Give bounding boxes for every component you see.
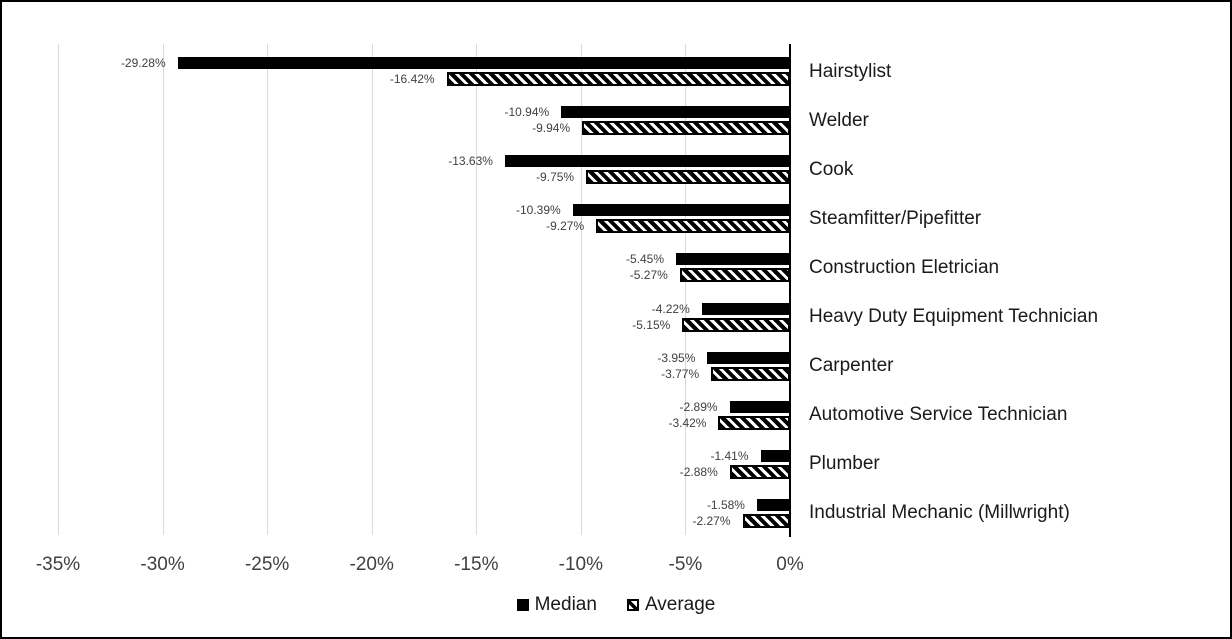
x-tick-label: -5% [668,554,703,575]
x-tick-label: -15% [454,554,499,575]
average-value-label: -5.27% [629,268,668,283]
median-bar [572,204,790,217]
median-bar [561,106,790,119]
average-bar [711,366,790,381]
category-label: Hairstylist [809,60,892,82]
average-bar [586,170,790,185]
median-bar [701,302,790,315]
category-label: Cook [809,158,854,180]
average-bar [718,415,790,430]
gridline [162,44,164,535]
x-tick-label: -35% [35,554,81,575]
median-value-label: -3.95% [657,350,696,365]
median-value-label: -10.39% [516,203,561,218]
gridline [267,44,269,535]
median-bar [760,449,790,462]
median-value-label: -1.41% [710,448,749,463]
average-value-label: -2.88% [679,464,718,479]
average-value-label: -9.75% [536,170,575,185]
gridline [685,44,687,535]
category-label: Carpenter [809,355,894,377]
category-label: Industrial Mechanic (Millwright) [809,502,1070,524]
average-bar [729,464,790,479]
average-value-label: -16.42% [389,72,435,86]
average-bar [582,121,790,136]
median-value-label: -29.28% [120,56,166,70]
zero-axis-line [789,44,791,537]
average-bar [679,268,790,283]
average-bar [596,219,790,234]
median-bar [707,351,790,364]
average-value-label: -3.42% [668,415,707,430]
x-tick-label: -25% [244,554,290,575]
legend: Median Average [2,594,1230,616]
median-bar [177,57,790,69]
median-value-label: -5.45% [626,252,665,267]
category-label: Plumber [809,453,880,475]
category-label: Welder [809,109,869,131]
category-label: Steamfitter/Pipefitter [809,207,982,229]
legend-label: Median [534,594,597,615]
legend-item-median: Median [516,594,597,616]
average-bar [682,317,790,332]
x-tick-label: -20% [349,554,394,575]
median-value-label: -4.22% [651,301,690,316]
median-value-label: -10.94% [504,105,550,120]
median-bar [756,498,790,511]
gridline [58,44,59,535]
median-bar [729,400,790,413]
average-swatch-icon [626,599,639,611]
average-bar [742,513,790,528]
median-bar [676,253,790,266]
legend-label: Average [644,594,716,615]
median-value-label: -2.89% [679,399,718,414]
x-tick-label: 0% [776,554,804,575]
median-bar [504,155,790,168]
median-swatch-icon [516,599,529,611]
x-tick-label: -30% [140,554,185,575]
gridline [371,44,373,535]
average-value-label: -2.27% [692,513,731,528]
category-label: Automotive Service Technician [809,404,1068,426]
average-value-label: -5.15% [632,317,671,332]
median-value-label: -1.58% [706,497,745,512]
category-label: Heavy Duty Equipment Technician [809,306,1099,327]
category-label: Construction Eletrician [809,256,1000,278]
gridline [476,44,478,535]
average-bar [446,72,790,86]
legend-item-average: Average [626,594,716,616]
average-value-label: -3.77% [661,366,700,381]
average-value-label: -9.94% [532,121,571,136]
gridline [580,44,582,535]
median-value-label: -13.63% [448,154,493,169]
average-value-label: -9.27% [546,219,585,234]
x-tick-label: -10% [558,554,604,575]
